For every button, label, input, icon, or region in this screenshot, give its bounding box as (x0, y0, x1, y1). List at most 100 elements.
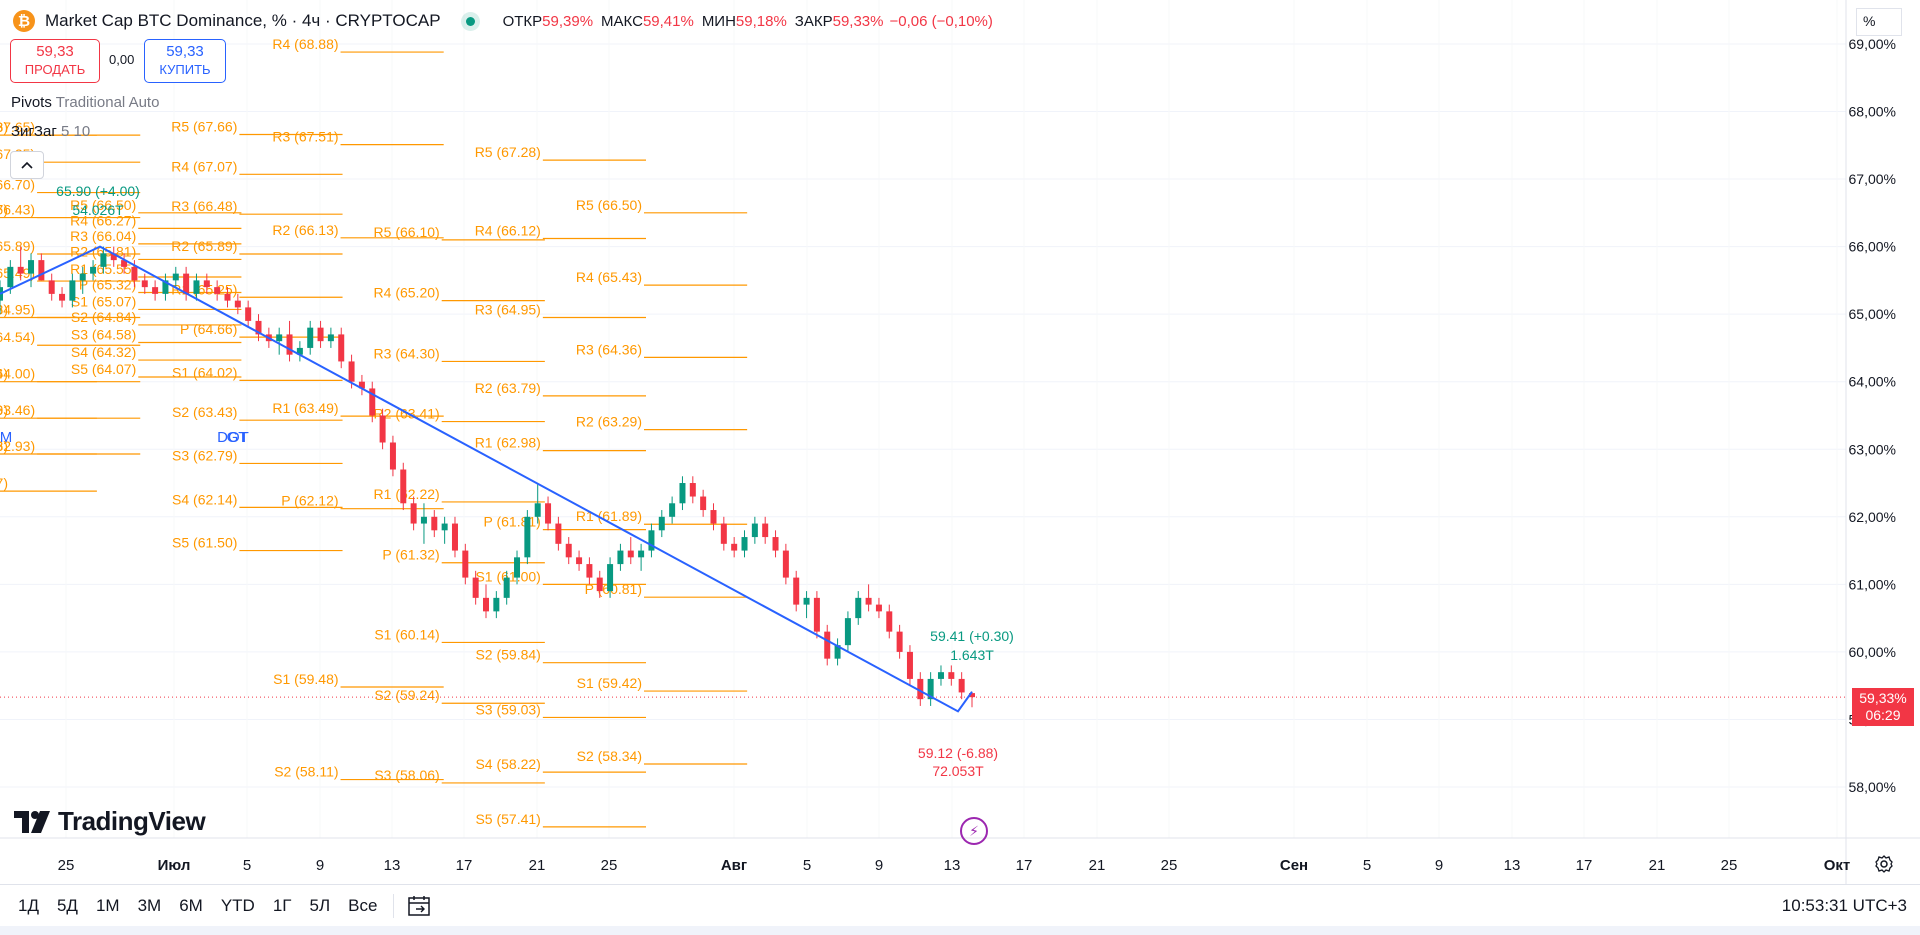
collapse-legend-button[interactable] (10, 151, 44, 179)
symbol-title[interactable]: Market Cap BTC Dominance, % · 4ч · CRYPT… (45, 11, 441, 30)
range-ytd-button[interactable]: YTD (220, 895, 255, 915)
zigzag-label: 59.12 (-6.88) (918, 745, 998, 761)
pivot-label: R3 (64.95) (475, 302, 541, 318)
candle-body (358, 381, 365, 389)
sell-price: 59,33 (36, 43, 74, 60)
zigzag-label: 65.90 (+4.00) (56, 183, 140, 199)
price-tick-label: 61,00% (1849, 576, 1896, 592)
candle-body (731, 543, 738, 551)
bar-countdown: 06:29 (1865, 707, 1901, 723)
candle-body (669, 503, 676, 517)
candle-body (234, 300, 241, 308)
price-chart[interactable]: 4)3)7)3)3)9)7)R5 (67.65)R4 (67.25)R3 (66… (0, 0, 1920, 884)
pivot-label: S4 (63.46) (0, 402, 35, 418)
pivot-label: R3 (66.70) (0, 177, 35, 193)
candle-body (545, 503, 552, 524)
lightning-icon[interactable]: ⚡ (960, 817, 988, 845)
pivot-label: R4 (65.20) (374, 285, 440, 301)
candle-body (100, 253, 107, 267)
candle-body (420, 516, 427, 524)
range-5y-button[interactable]: 5Л (309, 895, 331, 915)
time-tick-label: Авг (721, 857, 747, 874)
candle-body (59, 293, 66, 301)
range-6m-button[interactable]: 6М (179, 895, 203, 915)
event-marker: DOT (217, 429, 249, 446)
candle-body (514, 557, 521, 578)
buy-price: 59,33 (166, 43, 204, 60)
pivot-label: S3 (59.03) (475, 701, 540, 717)
bitcoin-icon: ₿ (13, 10, 35, 32)
date-range-button[interactable] (408, 895, 432, 917)
candle-body (286, 334, 293, 355)
candlestick-series (0, 246, 1846, 708)
price-tick-label: 66,00% (1849, 239, 1896, 255)
candle-body (183, 273, 190, 294)
buy-button[interactable]: 59,33 КУПИТЬ (144, 39, 226, 83)
time-tick-label: 5 (243, 857, 251, 874)
candle-body (534, 503, 541, 517)
candle-body (658, 516, 665, 531)
candle-body (803, 597, 810, 605)
clock-timezone[interactable]: 10:53:31 UTC+3 (1781, 895, 1907, 915)
zigzag-line (0, 245, 973, 713)
indicator-zigzag[interactable]: ЗигЗаг 5 10 (11, 123, 90, 140)
candle-body (710, 510, 717, 524)
indicator-pivots[interactable]: Pivots Traditional Auto (11, 94, 159, 111)
pivot-label: S2 (63.43) (172, 404, 237, 420)
pivot-label: R4 (66.12) (475, 222, 541, 238)
candle-body (28, 260, 35, 274)
pivot-label: S1 (59.42) (577, 675, 642, 691)
candle-body (79, 273, 86, 281)
range-5d-button[interactable]: 5Д (56, 895, 78, 915)
pivot-label: S5 (64.07) (71, 361, 136, 377)
candle-body (17, 266, 24, 274)
candle-body (586, 564, 593, 578)
candle-body (607, 564, 614, 592)
sell-button[interactable]: 59,33 ПРОДАТЬ (10, 39, 100, 83)
candle-body (327, 334, 334, 342)
chevron-up-icon (21, 161, 33, 169)
time-tick-label: 25 (1721, 857, 1738, 874)
candle-body (875, 604, 882, 612)
ohlc-high-label: МАКС (601, 12, 643, 30)
scale-mode-button[interactable]: % (1856, 8, 1902, 36)
pivot-label: P (61.81) (484, 514, 541, 530)
pivot-label: R5 (67.28) (475, 144, 541, 160)
range-3m-button[interactable]: 3М (137, 895, 162, 915)
pivot-label: S4 (62.14) (172, 491, 237, 507)
pivot-label: R2 (63.79) (475, 380, 541, 396)
candle-body (400, 469, 407, 504)
time-tick-label: 21 (1649, 857, 1666, 874)
range-all-button[interactable]: Все (348, 895, 378, 915)
pivot-label: R3 (64.36) (576, 341, 642, 357)
candle-body (379, 415, 386, 443)
pivot-label: R3 (67.51) (272, 129, 338, 145)
candle-body (576, 557, 583, 565)
pivot-label: R1 (62.98) (475, 435, 541, 451)
range-1d-button[interactable]: 1Д (18, 895, 39, 915)
time-tick-label: 17 (456, 857, 473, 874)
pivot-label: R2 (66.13) (272, 222, 338, 238)
time-tick-label: 9 (316, 857, 324, 874)
candle-body (751, 523, 758, 538)
candle-body (503, 577, 510, 598)
candle-body (524, 516, 531, 558)
pivot-label: R4 (66.27) (70, 212, 136, 228)
range-1y-button[interactable]: 1Г (272, 895, 292, 915)
current-price-label: 59,33% 06:29 (1852, 688, 1914, 726)
candle-body (441, 523, 448, 531)
pivot-label: S2 (59.84) (475, 647, 540, 663)
gear-icon[interactable] (1874, 854, 1894, 874)
time-tick-label: 9 (1435, 857, 1443, 874)
price-tick-label: 58,00% (1849, 779, 1896, 795)
buy-label: КУПИТЬ (159, 62, 211, 77)
candle-body (617, 550, 624, 565)
candle-body (296, 347, 303, 355)
pivot-label: R2 (65.89) (171, 238, 237, 254)
candle-body (855, 597, 862, 619)
candle-body (627, 550, 634, 558)
zigzag-polyline (0, 245, 973, 713)
pivot-label: R4 (67.07) (171, 158, 237, 174)
candle-body (555, 523, 562, 544)
range-1m-button[interactable]: 1М (95, 895, 120, 915)
